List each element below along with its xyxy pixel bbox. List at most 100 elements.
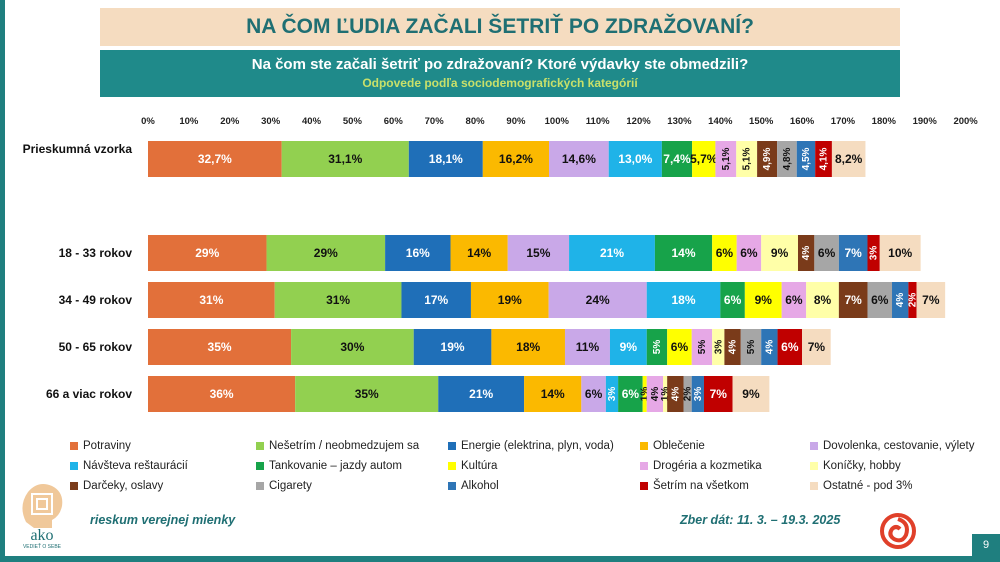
- legend-label: Drogéria a kozmetika: [653, 460, 762, 472]
- data-label: 6%: [724, 293, 742, 307]
- bar-segment: [549, 141, 609, 177]
- bar-segment: [609, 329, 647, 365]
- data-label: 31%: [326, 293, 350, 307]
- data-label: 2%: [907, 293, 918, 308]
- data-label: 31%: [199, 293, 223, 307]
- bar-segment: [654, 235, 713, 271]
- legend-item: Alkohol: [448, 480, 499, 492]
- data-label: 4,8%: [782, 147, 793, 170]
- bar-segment: [761, 329, 778, 365]
- category-label: 50 - 65 rokov: [59, 340, 133, 354]
- data-label: 7%: [808, 340, 826, 354]
- data-label: 21%: [469, 387, 493, 401]
- legend-swatch: [640, 442, 648, 450]
- x-tick-label: 150%: [749, 116, 774, 127]
- legend-swatch: [810, 462, 818, 470]
- x-tick-label: 60%: [384, 116, 404, 127]
- bar-segment: [781, 282, 807, 318]
- data-label: 7%: [922, 293, 940, 307]
- bar-segment: [642, 376, 647, 412]
- question-banner: Na čom ste začali šetriť po zdražovaní? …: [100, 50, 900, 97]
- data-label: 9%: [755, 293, 773, 307]
- bar-segment: [892, 282, 909, 318]
- svg-text:ako: ako: [30, 527, 53, 544]
- x-tick-label: 30%: [261, 116, 281, 127]
- data-label: 6%: [785, 293, 803, 307]
- x-tick-label: 110%: [586, 116, 610, 127]
- bar-segment: [757, 141, 778, 177]
- bar-segment: [712, 235, 737, 271]
- svg-text:VEDIEŤ O SEBE: VEDIEŤ O SEBE: [23, 542, 62, 550]
- data-label: 7,4%: [663, 152, 691, 166]
- x-tick-label: 10%: [179, 116, 199, 127]
- bar-segment: [806, 282, 839, 318]
- legend-label: Ostatné - pod 3%: [823, 480, 913, 492]
- legend-label: Šetrím na všetkom: [653, 480, 749, 492]
- x-tick-label: 50%: [343, 116, 363, 127]
- bar-segment: [281, 141, 409, 177]
- bar-segment: [491, 329, 565, 365]
- legend-item: Darčeky, oslavy: [70, 480, 163, 492]
- legend-item: Ostatné - pod 3%: [810, 480, 913, 492]
- bar-segment: [814, 235, 839, 271]
- legend-swatch: [70, 442, 78, 450]
- bar-segment: [802, 329, 831, 365]
- legend-label: Kultúra: [461, 460, 498, 472]
- bar-segment: [569, 235, 655, 271]
- bar-segment: [148, 376, 296, 412]
- bar-segment: [663, 376, 668, 412]
- bar-segment: [661, 141, 693, 177]
- data-label: 4%: [801, 246, 812, 261]
- bar-segment: [148, 235, 267, 271]
- data-label: 3%: [869, 246, 880, 261]
- title-banner: NA ČOM ĽUDIA ZAČALI ŠETRIŤ PO ZDRAŽOVANÍ…: [100, 8, 900, 46]
- bar-segment: [777, 141, 797, 177]
- data-label: 14%: [672, 246, 696, 260]
- bar-segment: [797, 235, 815, 271]
- data-label: 4%: [650, 387, 661, 402]
- data-label: 4,1%: [819, 147, 830, 170]
- category-label: 34 - 49 rokov: [59, 293, 133, 307]
- bar-segment: [605, 376, 619, 412]
- legend-item: Potraviny: [70, 440, 131, 452]
- bar-segment: [667, 329, 692, 365]
- x-tick-label: 200%: [953, 116, 978, 127]
- data-label: 6%: [622, 387, 640, 401]
- x-tick-label: 170%: [831, 116, 856, 127]
- legend-label: Koníčky, hobby: [823, 460, 901, 472]
- swirl-brand-icon: [880, 513, 916, 549]
- bar-segment: [646, 282, 721, 318]
- legend-item: Návšteva reštaurácií: [70, 460, 188, 472]
- legend-label: Alkohol: [461, 480, 499, 492]
- bar-segment: [879, 235, 921, 271]
- legend-label: Energie (elektrina, plyn, voda): [461, 440, 614, 452]
- legend-item: Oblečenie: [640, 440, 705, 452]
- bar-segment: [401, 282, 471, 318]
- data-label: 3%: [693, 387, 704, 402]
- legend-item: Nešetrím / neobmedzujem sa: [256, 440, 419, 452]
- bar-segment: [266, 235, 386, 271]
- bar-segment: [691, 329, 713, 365]
- bar-segment: [736, 235, 762, 271]
- bar-segment: [438, 376, 525, 412]
- data-label: 32,7%: [198, 152, 232, 166]
- bar-segment: [608, 141, 662, 177]
- legend-swatch: [70, 462, 78, 470]
- bar-segment: [581, 376, 606, 412]
- data-label: 16,2%: [499, 152, 533, 166]
- data-label: 30%: [340, 340, 364, 354]
- category-label: 18 - 33 rokov: [59, 246, 133, 260]
- bar-segment: [838, 282, 868, 318]
- data-label: 24%: [586, 293, 610, 307]
- data-label: 3%: [607, 387, 618, 402]
- bar-segment: [507, 235, 570, 271]
- legend-label: Cigarety: [269, 480, 312, 492]
- data-label: 6%: [671, 340, 689, 354]
- bar-segment: [564, 329, 610, 365]
- data-label: 7%: [845, 293, 863, 307]
- data-label: 5,7%: [690, 152, 718, 166]
- legend-item: Koníčky, hobby: [810, 460, 901, 472]
- bar-segment: [724, 329, 741, 365]
- legend-label: Nešetrím / neobmedzujem sa: [269, 440, 420, 452]
- data-label: 6%: [818, 246, 836, 260]
